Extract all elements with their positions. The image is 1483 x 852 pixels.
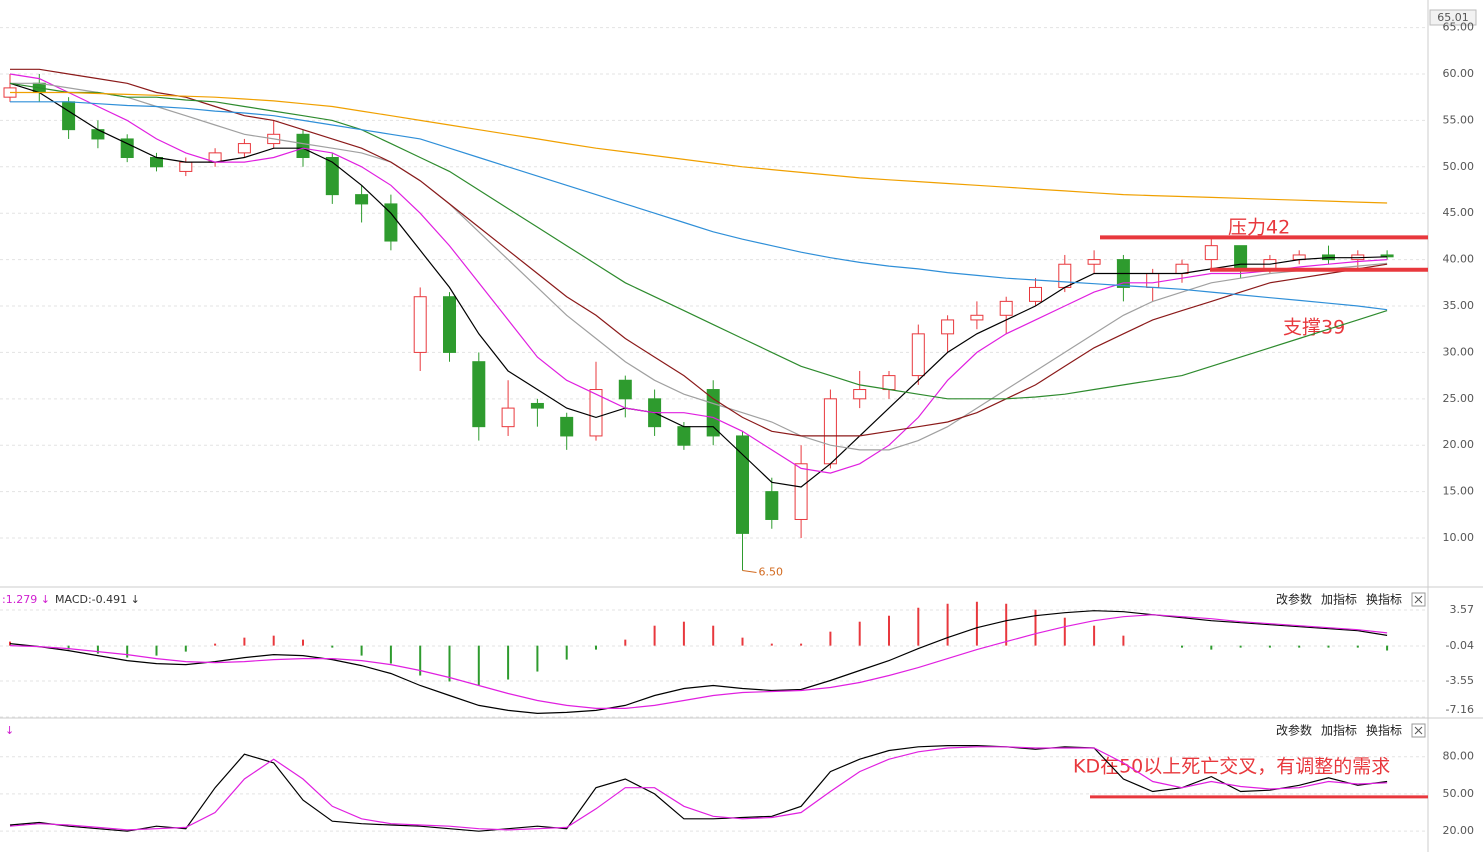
candle-body [150,157,163,168]
cursor-box [1429,9,1477,26]
candle-body [941,319,955,335]
candle-body [765,491,779,520]
y-tick-label: 50.00 [1443,160,1475,173]
candle-body [794,463,808,520]
candle-body [618,379,632,400]
y-tick-label: 30.00 [1443,345,1475,358]
candle-body [706,389,720,437]
candle-body [1058,263,1072,288]
candle-body [120,138,134,159]
candle-body [1175,263,1189,275]
candle-body [911,333,925,377]
candle-body [355,194,369,205]
candle-body [530,402,544,409]
legend-item: ↓ [5,724,14,737]
candle-body [677,426,691,446]
candle-body [1146,273,1160,288]
candle-body [1204,245,1218,261]
legend-item: MACD:-0.491 ↓ [55,593,140,606]
indicator-line [10,68,1388,437]
toolbar-button[interactable]: 换指标 [1366,592,1402,607]
candle-body [237,143,251,154]
candle-body [179,161,193,172]
candle-body [823,398,837,465]
toolbar-button[interactable]: 改参数 [1276,723,1312,738]
candle-body [296,133,310,159]
y-tick-label: 3.57 [1450,603,1475,616]
y-tick-label: 25.00 [1443,392,1475,405]
candle-body [882,375,896,391]
toolbar-button[interactable]: 加指标 [1321,592,1357,607]
annotation: 压力42 [1228,217,1290,239]
y-tick-label: -7.16 [1446,703,1474,716]
candle-body [999,300,1013,316]
y-tick-label: 15.00 [1443,485,1475,498]
indicator-line [9,82,1388,400]
close-button[interactable] [1411,592,1426,607]
candle-body [501,407,515,428]
low-label: 6.50 [759,566,784,579]
y-tick-label: 50.00 [1443,787,1475,800]
annotation: KD在50以上死亡交叉，有调整的需求 [1073,756,1390,778]
candle-body [472,361,486,428]
indicator-line [10,91,1388,204]
indicator-line [9,746,1388,831]
indicator-line [10,82,1388,451]
y-tick-label: 65.00 [1443,21,1475,34]
y-tick-label: 20.00 [1443,824,1475,837]
indicator-line [9,745,1388,832]
toolbar-button[interactable]: 加指标 [1321,723,1357,738]
candle-body [589,389,603,437]
toolbar-button[interactable]: 改参数 [1276,592,1312,607]
low-pointer [742,570,757,574]
y-tick-label: 40.00 [1443,253,1475,266]
candle-body [736,435,749,534]
candle-body [970,314,984,321]
y-tick-label: 55.00 [1443,113,1475,126]
y-tick-label: -3.55 [1446,674,1474,687]
legend-item: :1.279 ↓ [2,593,50,606]
y-tick-label: 20.00 [1443,438,1475,451]
y-tick-label: 80.00 [1443,750,1475,763]
candle-body [853,389,867,400]
indicator-line [9,614,1388,709]
candle-body [62,101,76,131]
candle-body [1029,286,1042,302]
indicator-line [9,82,1388,488]
candle-body [384,203,398,242]
indicator-line [10,101,1388,311]
annotation: 支撑39 [1283,317,1345,339]
close-button[interactable] [1411,723,1426,738]
y-tick-label: -0.04 [1446,639,1474,652]
candle-body [443,296,456,353]
candle-body [560,416,574,437]
indicator-line [9,73,1388,474]
toolbar-button[interactable]: 换指标 [1366,723,1402,738]
candle-body [1087,259,1101,265]
y-tick-label: 10.00 [1443,531,1475,544]
cursor-label: 65.01 [1437,11,1469,24]
candle-body [413,296,427,353]
candle-body [325,157,339,196]
y-tick-label: 35.00 [1443,299,1475,312]
y-tick-label: 45.00 [1443,206,1475,219]
y-tick-label: 60.00 [1443,67,1475,80]
